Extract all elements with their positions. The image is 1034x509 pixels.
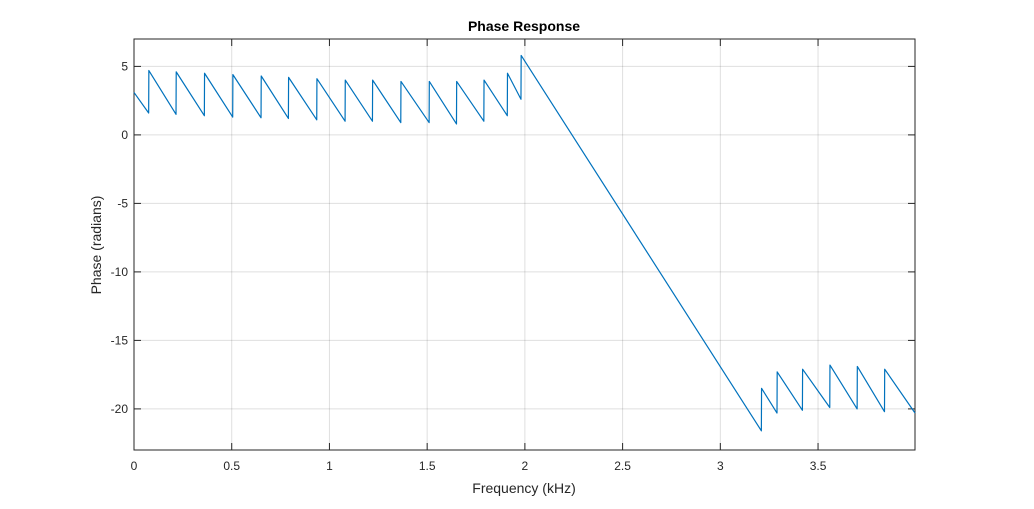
axis-ticks: 0 0.5 1 1.5 2 2.5 3 3.5 5 0 -5 -10 -15 -20 <box>111 39 915 473</box>
y-tick-label: -10 <box>111 265 129 279</box>
grid <box>133 39 915 450</box>
y-tick-label: -15 <box>111 333 129 347</box>
x-tick-label: 2 <box>522 459 529 473</box>
x-tick-label: 0.5 <box>223 459 240 473</box>
y-axis-label: Phase (radians) <box>88 196 104 295</box>
x-tick-label: 0 <box>131 459 138 473</box>
x-tick-label: 1 <box>326 459 333 473</box>
x-tick-label: 3.5 <box>810 459 827 473</box>
y-tick-label: 5 <box>121 59 128 73</box>
chart-title: Phase Response <box>468 18 580 34</box>
y-tick-label: -5 <box>117 196 128 210</box>
x-tick-label: 1.5 <box>419 459 436 473</box>
x-tick-label: 2.5 <box>614 459 631 473</box>
series-layer <box>133 54 916 432</box>
y-tick-label: -20 <box>111 402 129 416</box>
phase-series-line <box>133 54 916 432</box>
x-tick-label: 3 <box>717 459 724 473</box>
y-tick-label: 0 <box>121 128 128 142</box>
x-axis-label: Frequency (kHz) <box>472 480 575 496</box>
